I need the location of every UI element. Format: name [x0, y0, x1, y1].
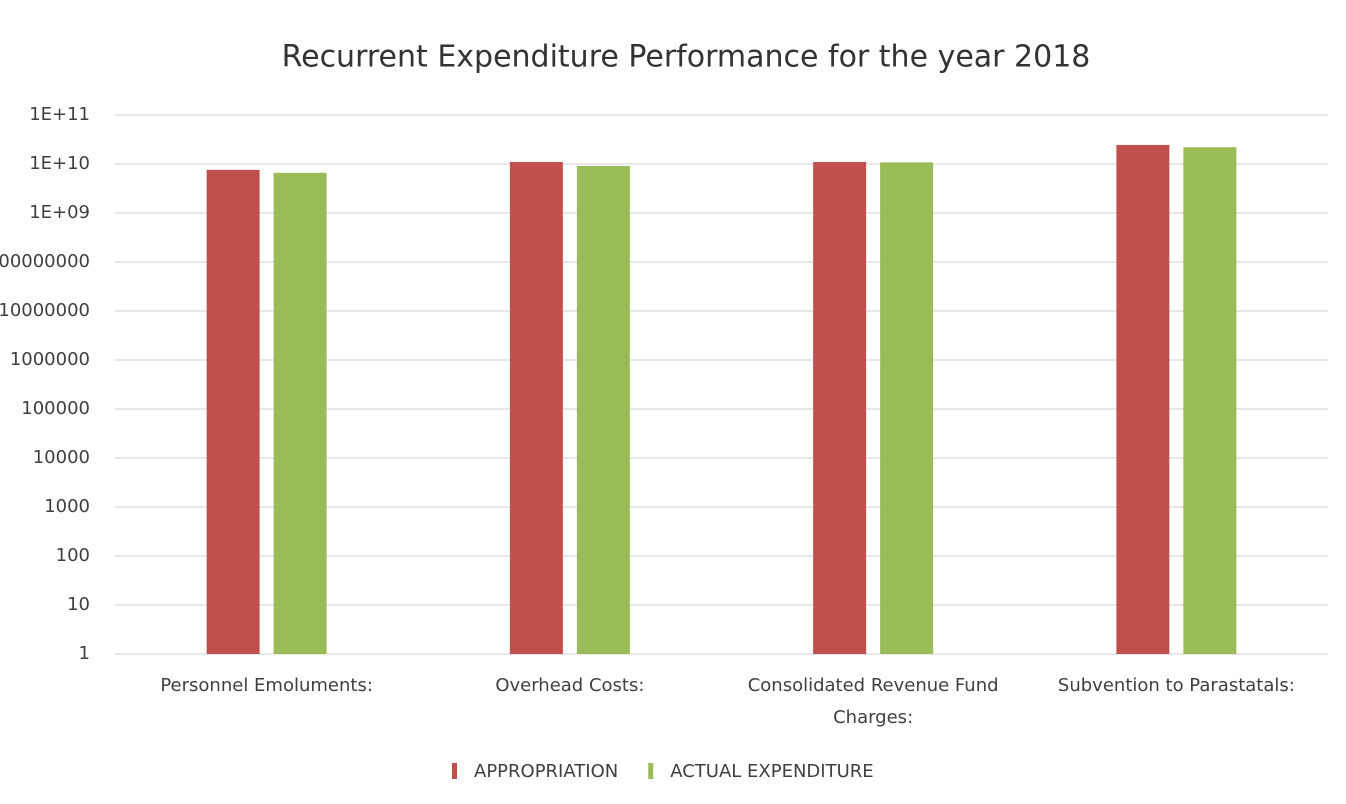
chart-title: Recurrent Expenditure Performance for th…: [282, 40, 1091, 75]
y-tick-label: 1: [79, 643, 90, 664]
y-tick-label: 10000: [33, 447, 90, 468]
y-tick-label: 1000: [44, 496, 90, 517]
label-line: Consolidated Revenue Fund: [748, 675, 999, 696]
bar: [1116, 144, 1170, 655]
y-tick-label: 1E+11: [29, 104, 90, 125]
bar: [1183, 147, 1237, 654]
y-tick-label: 100000: [21, 398, 90, 419]
y-tick-label: 100: [56, 545, 90, 566]
legend-swatch: [648, 763, 654, 779]
legend-label: ACTUAL EXPENDITURE: [670, 761, 873, 782]
y-tick-label: 1E+09: [29, 202, 90, 223]
x-tick-label: Consolidated Revenue Fund Charges:: [748, 675, 999, 728]
y-tick-label: 1000000: [10, 349, 90, 370]
bar: [576, 166, 630, 655]
bar: [880, 162, 934, 654]
label-line: Charges:: [833, 707, 913, 728]
y-tick-label: 10000000: [0, 300, 90, 321]
bar: [813, 161, 867, 655]
y-tick-label: 1E+10: [29, 153, 90, 174]
legend-label: APPROPRIATION: [474, 761, 618, 782]
bar: [509, 161, 563, 655]
x-tick-label: Overhead Costs:: [495, 675, 644, 696]
bar: [273, 172, 327, 654]
legend-swatch: [452, 763, 457, 779]
y-tick-label: 10: [67, 594, 90, 615]
x-tick-label: Subvention to Parastatals:: [1058, 675, 1295, 696]
bar: [206, 169, 260, 654]
x-tick-label: Personnel Emoluments:: [160, 675, 373, 696]
